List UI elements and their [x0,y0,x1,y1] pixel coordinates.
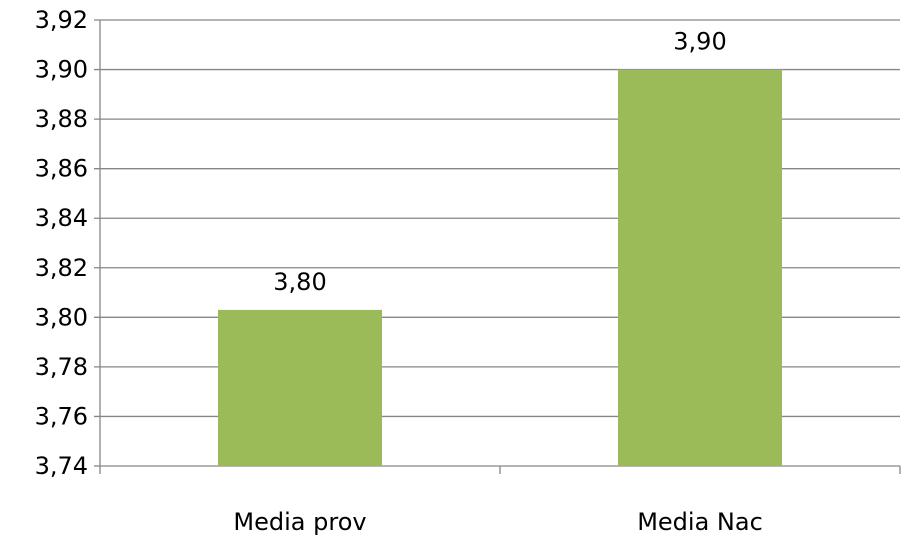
y-tick-label: 3,92 [35,6,88,34]
y-tick-label: 3,76 [35,402,88,430]
bar [618,69,782,467]
y-tick-label: 3,84 [35,204,88,232]
y-tick-label: 3,86 [35,155,88,183]
bars [218,69,782,467]
bar [218,309,382,466]
labels: 3,74 3,76 3,78 3,80 3,82 3,84 3,86 3,88 3,90 3,92… [35,6,763,536]
y-tick-label: 3,88 [35,105,88,133]
y-tick-label: 3,80 [35,303,88,331]
y-tick-label: 3,82 [35,254,88,282]
x-category-label: Media Nac [637,508,763,536]
x-category-label: Media prov [233,508,366,536]
y-tick-label: 3,90 [35,56,88,84]
y-tick-label: 3,74 [35,452,88,480]
data-label: 3,90 [673,28,726,56]
data-label: 3,80 [273,268,326,296]
y-tick-label: 3,78 [35,353,88,381]
